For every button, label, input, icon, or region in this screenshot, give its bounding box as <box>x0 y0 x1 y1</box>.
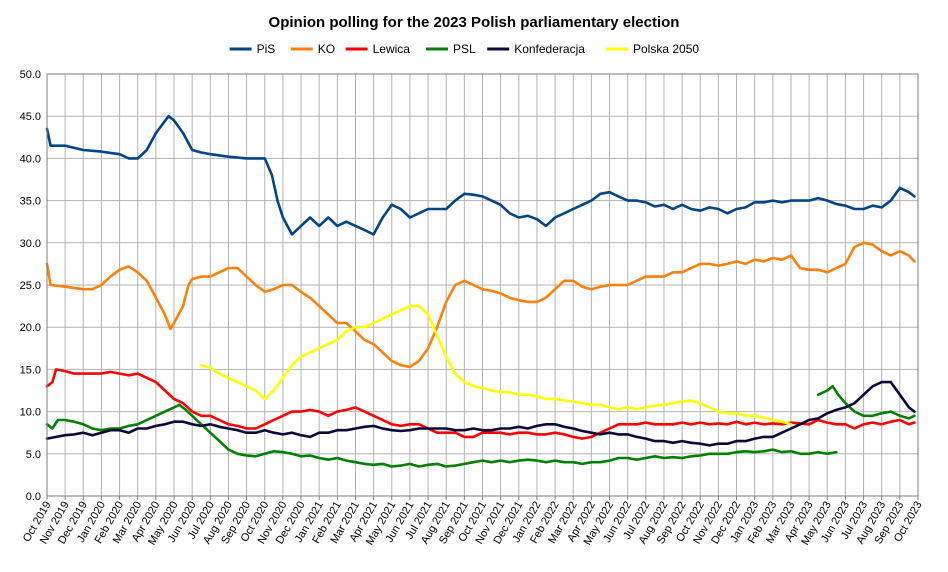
y-tick-label: 30.0 <box>20 238 41 250</box>
legend-label-konfederacja: Konfederacja <box>514 42 585 56</box>
series-lines <box>45 114 916 468</box>
series-line-polska-2050 <box>199 304 793 426</box>
legend-label-polska-2050: Polska 2050 <box>633 42 699 56</box>
series-line-pis <box>45 114 916 236</box>
legend: PiS KO Lewica PSL Konfederacja Polska 2050 <box>229 42 699 56</box>
series-line-psl <box>45 403 838 468</box>
y-tick-label: 40.0 <box>20 153 41 165</box>
grid-lines <box>46 73 919 500</box>
y-tick-label: 35.0 <box>20 196 41 208</box>
legend-label-pis: PiS <box>257 42 276 56</box>
plot-frame <box>46 73 919 497</box>
series-line-psl <box>816 385 916 420</box>
series-line-ko <box>45 241 916 369</box>
y-tick-label: 5.0 <box>26 449 41 461</box>
chart-title: Opinion polling for the 2023 Polish parl… <box>269 14 680 31</box>
y-tick-label: 20.0 <box>20 322 41 334</box>
legend-label-lewica: Lewica <box>373 42 411 56</box>
y-tick-label: 50.0 <box>20 69 41 81</box>
y-axis-ticks: 0.0 5.0 10.0 15.0 20.0 25.0 30.0 35.0 40.0 45.0 50… <box>20 69 41 503</box>
y-tick-label: 45.0 <box>20 111 41 123</box>
y-tick-label: 15.0 <box>20 364 41 376</box>
series-line-konfederacja <box>45 380 916 447</box>
y-tick-label: 0.0 <box>26 491 41 503</box>
series-line-lewica <box>45 368 916 440</box>
y-tick-label: 10.0 <box>20 407 41 419</box>
y-tick-label: 25.0 <box>20 280 41 292</box>
legend-label-psl: PSL <box>453 42 476 56</box>
legend-label-ko: KO <box>318 42 335 56</box>
